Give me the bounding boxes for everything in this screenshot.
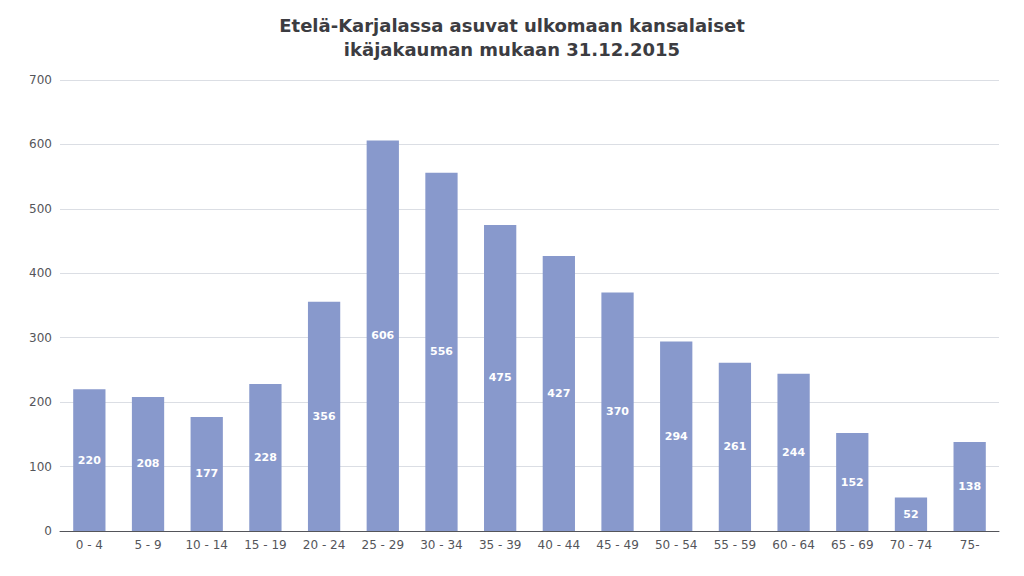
svg-text:25 - 29: 25 - 29 [362,538,405,552]
svg-text:300: 300 [29,331,52,345]
svg-text:55 - 59: 55 - 59 [714,538,757,552]
svg-text:45 - 49: 45 - 49 [596,538,639,552]
svg-text:Etelä-Karjalassa asuvat ulkoma: Etelä-Karjalassa asuvat ulkomaan kansala… [279,15,745,36]
svg-text:220: 220 [78,454,101,467]
svg-text:228: 228 [254,451,277,464]
svg-text:0: 0 [44,524,52,538]
svg-text:138: 138 [958,480,981,493]
svg-text:370: 370 [606,405,629,418]
svg-text:100: 100 [29,460,52,474]
svg-text:294: 294 [665,430,688,443]
svg-text:208: 208 [137,457,160,470]
svg-text:65 - 69: 65 - 69 [831,538,874,552]
svg-text:20 - 24: 20 - 24 [303,538,346,552]
svg-text:52: 52 [903,508,918,521]
svg-text:177: 177 [195,467,218,480]
svg-text:35 - 39: 35 - 39 [479,538,522,552]
svg-text:261: 261 [723,440,746,453]
svg-text:15 - 19: 15 - 19 [244,538,287,552]
svg-text:356: 356 [313,410,336,423]
svg-text:600: 600 [29,137,52,151]
svg-text:10 - 14: 10 - 14 [185,538,228,552]
svg-text:ikäjakauman mukaan 31.12.2015: ikäjakauman mukaan 31.12.2015 [344,39,680,60]
svg-text:152: 152 [841,476,864,489]
svg-text:606: 606 [371,329,394,342]
svg-text:60 - 64: 60 - 64 [772,538,815,552]
svg-text:400: 400 [29,266,52,280]
svg-text:427: 427 [547,387,570,400]
svg-text:475: 475 [489,371,512,384]
svg-text:556: 556 [430,345,453,358]
svg-text:200: 200 [29,395,52,409]
svg-text:30 - 34: 30 - 34 [420,538,463,552]
svg-text:70 - 74: 70 - 74 [890,538,933,552]
svg-text:0 - 4: 0 - 4 [76,538,103,552]
svg-text:75-: 75- [960,538,980,552]
svg-text:40 - 44: 40 - 44 [538,538,581,552]
svg-text:500: 500 [29,202,52,216]
svg-text:50 - 54: 50 - 54 [655,538,698,552]
svg-text:244: 244 [782,446,805,459]
svg-text:700: 700 [29,73,52,87]
svg-text:5 - 9: 5 - 9 [134,538,161,552]
